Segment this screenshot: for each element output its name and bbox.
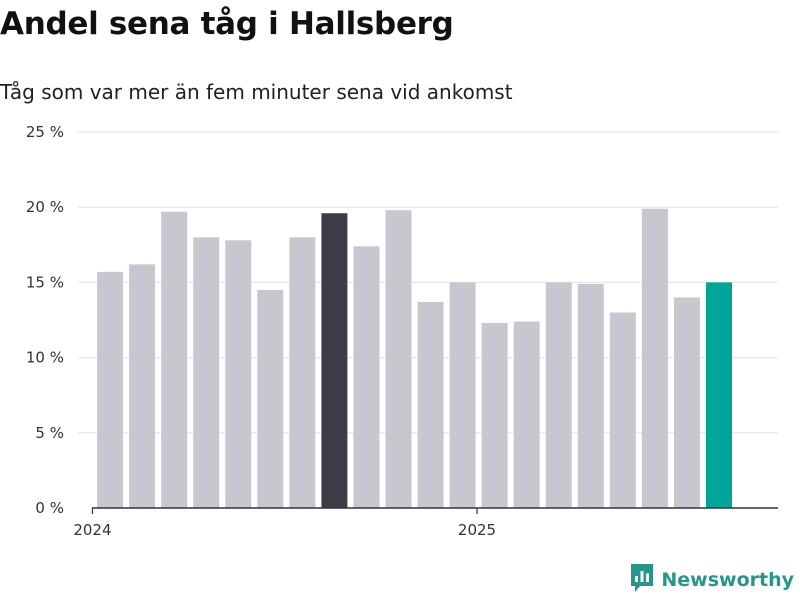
newsworthy-logo-text: Newsworthy	[661, 569, 794, 591]
x-tick-label: 2025	[458, 521, 496, 539]
bar-2025-01	[481, 323, 508, 508]
newsworthy-logo: Newsworthy	[630, 564, 794, 596]
y-tick-label: 25 %	[26, 123, 64, 141]
bar-2024-12	[449, 282, 476, 508]
axes: 0 % 5 % 10 % 15 % 20 % 25 % 2024 2025	[26, 123, 778, 539]
bars	[97, 208, 732, 509]
y-tick-label: 10 %	[26, 349, 64, 367]
bar-2024-09	[353, 246, 380, 509]
bar-2025-04	[577, 283, 604, 508]
bar-2025-07	[673, 297, 700, 508]
bar-2025-02	[513, 321, 540, 508]
bar-2024-10	[385, 210, 412, 508]
bar-2025-03	[545, 282, 572, 508]
y-tick-label: 20 %	[26, 198, 64, 216]
bar-2024-01	[97, 271, 124, 508]
y-tick-label: 15 %	[26, 273, 64, 291]
bar-2024-03	[161, 211, 188, 508]
bar-2024-06	[257, 289, 284, 508]
bar-2024-08	[321, 213, 348, 508]
chart-title: Andel sena tåg i Hallsberg	[0, 6, 454, 42]
bar-2025-08	[706, 282, 732, 508]
bar-2024-02	[129, 264, 156, 508]
bar-2025-06	[641, 208, 668, 508]
bar-2024-05	[225, 240, 252, 509]
bar-2024-07	[289, 237, 316, 508]
chart-subtitle: Tåg som var mer än fem minuter sena vid …	[0, 80, 513, 104]
y-tick-label: 0 %	[35, 499, 64, 517]
bar-2024-11	[417, 301, 444, 508]
bar-2024-04	[193, 237, 220, 508]
bar-2025-05	[609, 312, 636, 508]
x-tick-label: 2024	[73, 521, 111, 539]
y-tick-label: 5 %	[35, 424, 64, 442]
newsworthy-logo-icon	[630, 563, 654, 597]
